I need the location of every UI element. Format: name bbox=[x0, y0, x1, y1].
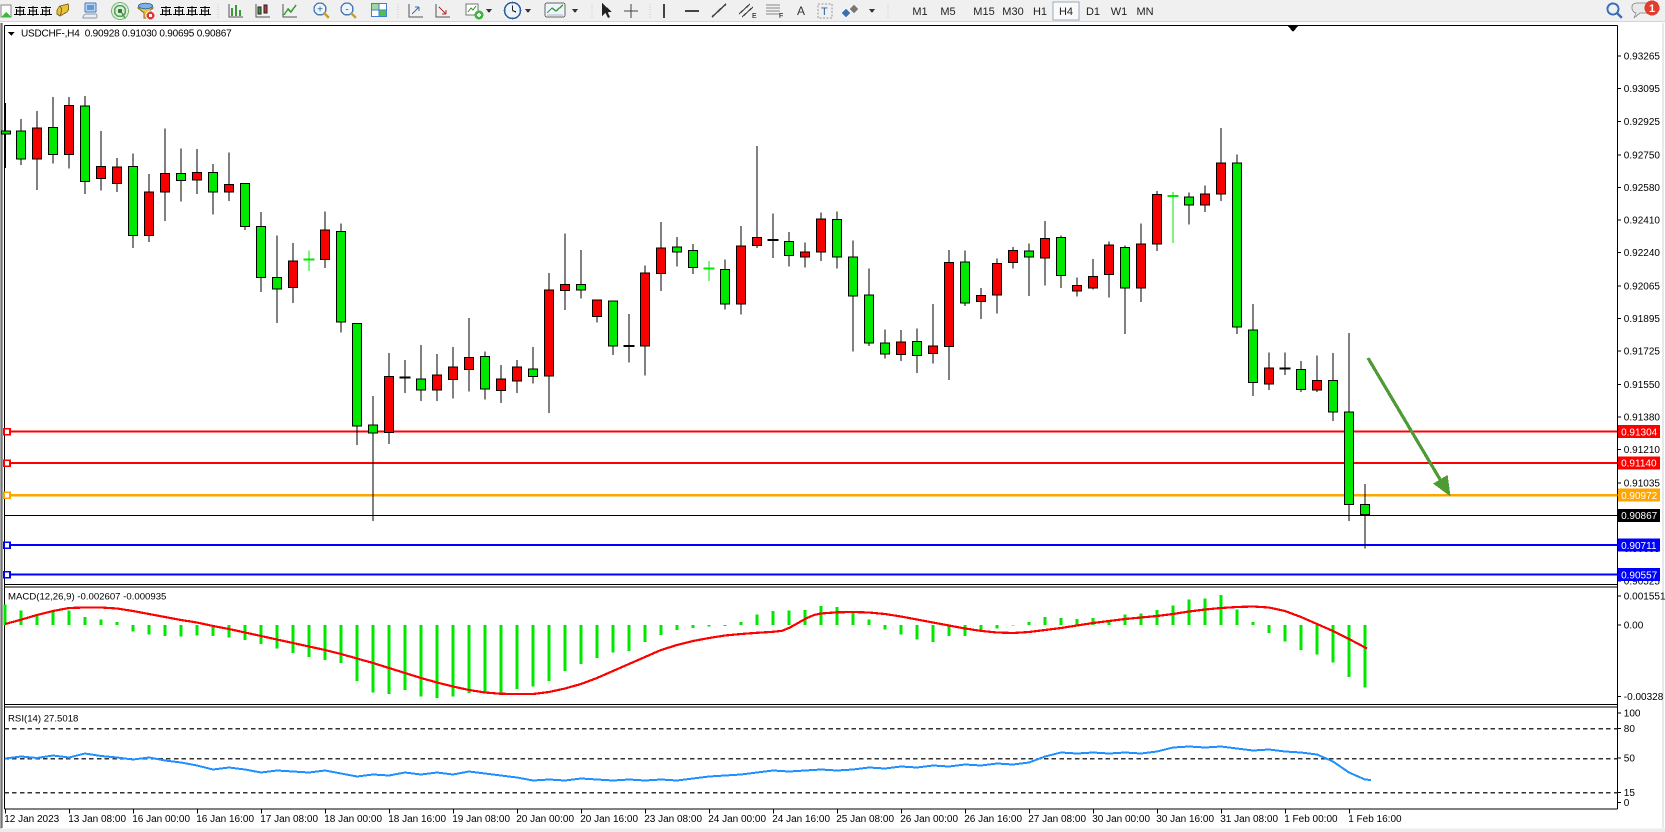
svg-text:USDCHF-,H4 0.90928 0.91030 0.: USDCHF-,H4 0.90928 0.91030 0.90695 0.908… bbox=[21, 29, 232, 40]
svg-text:0.001551: 0.001551 bbox=[1624, 592, 1665, 603]
svg-text:31 Jan 08:00: 31 Jan 08:00 bbox=[1220, 814, 1278, 825]
svg-text:1: 1 bbox=[1649, 3, 1655, 15]
svg-text:0.90711: 0.90711 bbox=[1621, 541, 1657, 552]
svg-text:30 Jan 16:00: 30 Jan 16:00 bbox=[1156, 814, 1214, 825]
svg-text:0.91380: 0.91380 bbox=[1624, 413, 1661, 424]
svg-text:26 Jan 00:00: 26 Jan 00:00 bbox=[900, 814, 958, 825]
svg-text:15: 15 bbox=[1624, 788, 1636, 799]
svg-text:H4: H4 bbox=[1059, 6, 1073, 18]
svg-text:0.91895: 0.91895 bbox=[1624, 314, 1661, 325]
svg-text:+: + bbox=[317, 5, 323, 16]
svg-text:0: 0 bbox=[1624, 798, 1630, 809]
svg-text:0.91550: 0.91550 bbox=[1624, 380, 1661, 391]
svg-text:M1: M1 bbox=[912, 6, 927, 18]
svg-text:0.92410: 0.92410 bbox=[1624, 215, 1661, 226]
svg-text:18 Jan 16:00: 18 Jan 16:00 bbox=[388, 814, 446, 825]
svg-text:0.93095: 0.93095 bbox=[1624, 84, 1661, 95]
svg-text:0.90867: 0.90867 bbox=[1621, 511, 1658, 522]
svg-text:0.91304: 0.91304 bbox=[1621, 427, 1658, 438]
svg-text:0.90972: 0.90972 bbox=[1621, 491, 1658, 502]
svg-text:16 Jan 16:00: 16 Jan 16:00 bbox=[196, 814, 254, 825]
svg-text:M5: M5 bbox=[940, 6, 955, 18]
svg-text:0.91140: 0.91140 bbox=[1621, 459, 1657, 470]
svg-text:13 Jan 08:00: 13 Jan 08:00 bbox=[68, 814, 126, 825]
svg-text:18 Jan 00:00: 18 Jan 00:00 bbox=[324, 814, 382, 825]
svg-text:30 Jan 00:00: 30 Jan 00:00 bbox=[1092, 814, 1150, 825]
svg-text:23 Jan 08:00: 23 Jan 08:00 bbox=[644, 814, 702, 825]
svg-text:1 Feb 00:00: 1 Feb 00:00 bbox=[1284, 814, 1338, 825]
svg-text:RSI(14) 27.5018: RSI(14) 27.5018 bbox=[8, 714, 78, 725]
svg-text:M15: M15 bbox=[973, 6, 994, 18]
svg-text:0.92750: 0.92750 bbox=[1624, 150, 1661, 161]
svg-text:100: 100 bbox=[1624, 708, 1641, 719]
svg-text:27 Jan 08:00: 27 Jan 08:00 bbox=[1028, 814, 1086, 825]
svg-text:0.91725: 0.91725 bbox=[1624, 347, 1661, 358]
svg-text:16 Jan 00:00: 16 Jan 00:00 bbox=[132, 814, 190, 825]
svg-text:20 Jan 16:00: 20 Jan 16:00 bbox=[580, 814, 638, 825]
svg-text:-0.00328: -0.00328 bbox=[1624, 692, 1664, 703]
svg-text:17 Jan 08:00: 17 Jan 08:00 bbox=[260, 814, 318, 825]
svg-text:24 Jan 16:00: 24 Jan 16:00 bbox=[772, 814, 830, 825]
svg-text:24 Jan 00:00: 24 Jan 00:00 bbox=[708, 814, 766, 825]
svg-text:T: T bbox=[821, 6, 828, 18]
svg-text:26 Jan 16:00: 26 Jan 16:00 bbox=[964, 814, 1022, 825]
svg-text:0.90525: 0.90525 bbox=[1624, 576, 1661, 587]
svg-text:80: 80 bbox=[1624, 724, 1636, 735]
svg-text:0.92240: 0.92240 bbox=[1624, 248, 1661, 259]
svg-text:0.91035: 0.91035 bbox=[1624, 479, 1661, 490]
svg-text:0.92065: 0.92065 bbox=[1624, 282, 1661, 293]
svg-text:12 Jan 2023: 12 Jan 2023 bbox=[4, 814, 59, 825]
svg-text:25 Jan 08:00: 25 Jan 08:00 bbox=[836, 814, 894, 825]
svg-text:W1: W1 bbox=[1111, 6, 1128, 18]
svg-text:F: F bbox=[779, 13, 783, 20]
svg-text:0.91210: 0.91210 bbox=[1624, 445, 1661, 456]
svg-text:50: 50 bbox=[1624, 754, 1636, 765]
svg-text:A: A bbox=[797, 4, 805, 18]
svg-text:H1: H1 bbox=[1033, 6, 1047, 18]
svg-text:20 Jan 00:00: 20 Jan 00:00 bbox=[516, 814, 574, 825]
svg-text:19 Jan 08:00: 19 Jan 08:00 bbox=[452, 814, 510, 825]
svg-text:-: - bbox=[345, 5, 348, 16]
svg-text:0.00: 0.00 bbox=[1624, 621, 1644, 632]
svg-text:E: E bbox=[752, 13, 757, 20]
svg-text:0.93265: 0.93265 bbox=[1624, 52, 1661, 63]
svg-text:MACD(12,26,9) -0.002607 -0.000: MACD(12,26,9) -0.002607 -0.000935 bbox=[8, 592, 166, 603]
svg-text:0.92925: 0.92925 bbox=[1624, 117, 1661, 128]
svg-text:M30: M30 bbox=[1002, 6, 1023, 18]
svg-text:0.90557: 0.90557 bbox=[1621, 570, 1658, 581]
svg-text:0.92580: 0.92580 bbox=[1624, 183, 1661, 194]
svg-text:1 Feb 16:00: 1 Feb 16:00 bbox=[1348, 814, 1402, 825]
svg-text:D1: D1 bbox=[1086, 6, 1100, 18]
svg-text:MN: MN bbox=[1136, 6, 1153, 18]
